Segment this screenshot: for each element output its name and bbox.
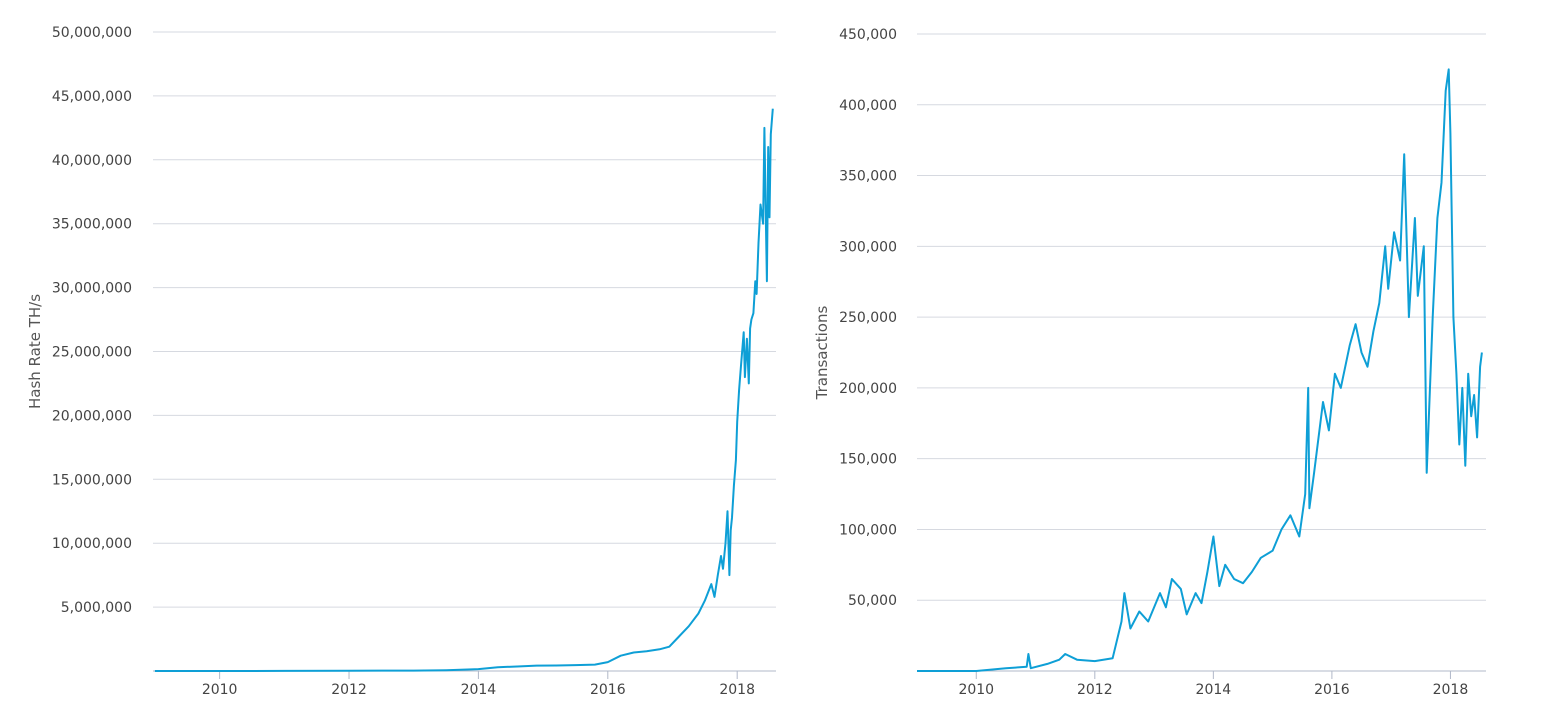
y-tick-label: 350,000 bbox=[839, 169, 897, 185]
y-tick-label: 25,000,000 bbox=[52, 345, 132, 361]
series-line bbox=[154, 108, 774, 672]
y-tick-label: 100,000 bbox=[839, 522, 897, 538]
series-line bbox=[917, 68, 1483, 672]
y-tick-label: 40,000,000 bbox=[52, 153, 132, 169]
chart-1: 5,000,000 10,000,000 15,000,000 20,000,000 2… bbox=[26, 25, 776, 698]
y-tick-label: 300,000 bbox=[839, 239, 897, 255]
y-tick-label: 50,000 bbox=[848, 593, 897, 609]
y-tick-label: 15,000,000 bbox=[52, 472, 132, 488]
x-tick-label: 2018 bbox=[1433, 682, 1469, 698]
x-tick-label: 2012 bbox=[1077, 682, 1113, 698]
x-tick-label: 2014 bbox=[1196, 682, 1232, 698]
chart-2: 50,000 100,000 150,000 200,000 250,000 300,00… bbox=[813, 27, 1486, 698]
y-tick-label: 30,000,000 bbox=[52, 281, 132, 297]
y-tick-label: 45,000,000 bbox=[52, 89, 132, 105]
y-axis-title: Transactions bbox=[813, 306, 831, 401]
y-tick-label: 5,000,000 bbox=[61, 600, 132, 616]
y-tick-label: 35,000,000 bbox=[52, 217, 132, 233]
y-tick-label: 250,000 bbox=[839, 310, 897, 326]
y-tick-label: 50,000,000 bbox=[52, 25, 132, 41]
x-tick-label: 2014 bbox=[461, 682, 497, 698]
y-tick-label: 400,000 bbox=[839, 98, 897, 114]
x-tick-label: 2016 bbox=[590, 682, 626, 698]
x-tick-label: 2012 bbox=[331, 682, 367, 698]
x-tick-label: 2010 bbox=[202, 682, 238, 698]
x-tick-label: 2010 bbox=[958, 682, 994, 698]
y-tick-label: 450,000 bbox=[839, 27, 897, 43]
y-tick-label: 20,000,000 bbox=[52, 408, 132, 424]
y-tick-label: 10,000,000 bbox=[52, 536, 132, 552]
x-tick-label: 2018 bbox=[719, 682, 755, 698]
y-tick-label: 200,000 bbox=[839, 381, 897, 397]
y-tick-label: 150,000 bbox=[839, 452, 897, 468]
y-axis-title: Hash Rate TH/s bbox=[26, 294, 44, 409]
x-tick-label: 2016 bbox=[1314, 682, 1350, 698]
